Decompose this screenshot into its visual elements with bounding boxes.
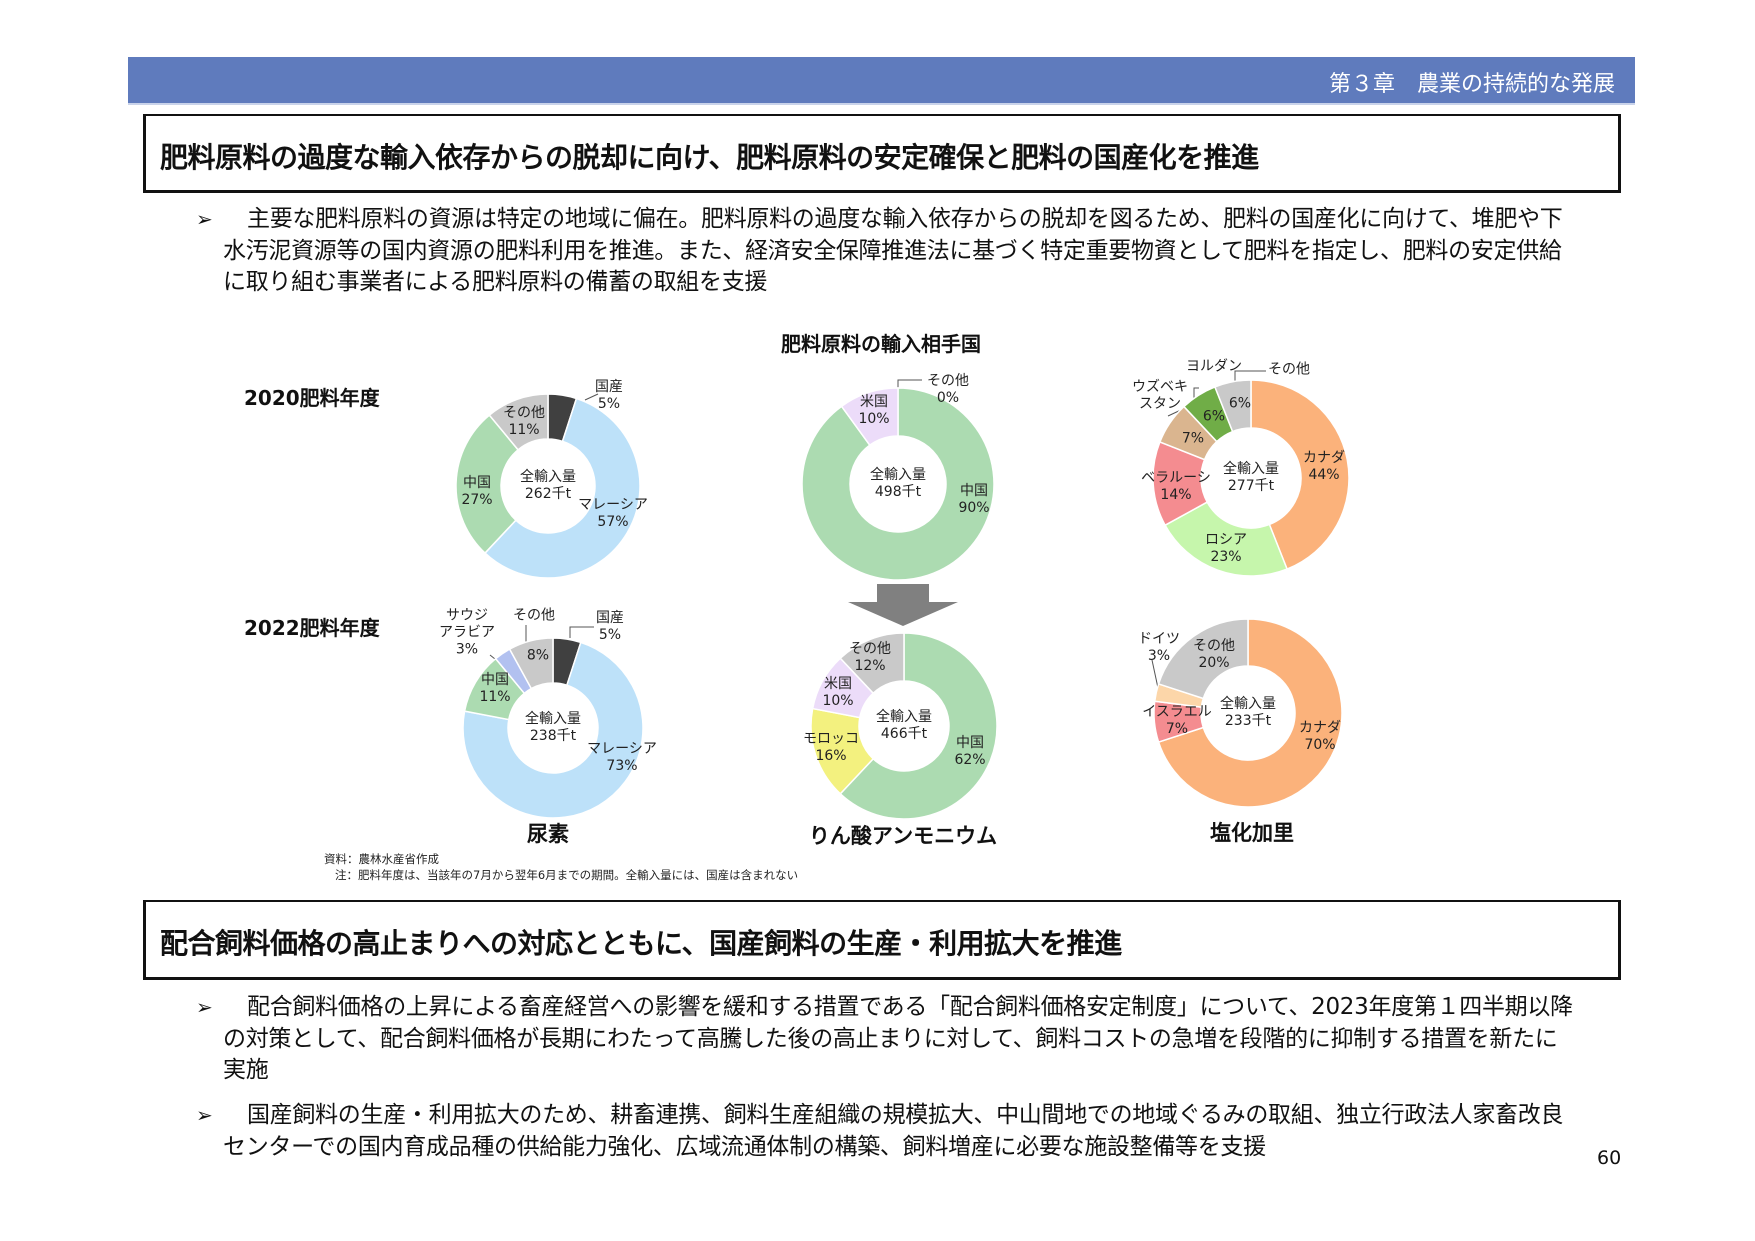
- slice-label: その他 20%: [1193, 638, 1235, 671]
- slice-phosphate-0-0: [801, 387, 995, 581]
- slice-label: ドイツ 3%: [1138, 631, 1180, 664]
- slice-label-name: その他: [1268, 361, 1310, 378]
- donut-center-total: 全輸入量 466千t: [876, 709, 932, 742]
- leader-line: [1234, 370, 1266, 381]
- section-2-bullet-2: ➢ 国産飼料の生産・利用拡大のため、耕畜連携、飼料生産組織の規模拡大、中山間地で…: [196, 1100, 1576, 1163]
- slice-label: カナダ 44%: [1303, 450, 1345, 483]
- year-label-2022: 2022肥料年度: [244, 616, 380, 640]
- slice-label-percent: 7%: [1181, 430, 1205, 447]
- donut-center-total: 全輸入量 277千t: [1223, 461, 1279, 494]
- slice-potash-0-1: [1164, 501, 1289, 577]
- slice-label: その他 12%: [849, 641, 891, 674]
- slice-urea-0-3: [488, 393, 549, 451]
- section-1-title-box: 肥料原料の過度な輸入依存からの脱却に向け、肥料原料の安定確保と肥料の国産化を推進: [143, 114, 1621, 193]
- slice-label: カナダ 70%: [1299, 720, 1341, 753]
- section-2-title: 配合飼料価格の高止まりへの対応とともに、国産飼料の生産・利用拡大を推進: [160, 927, 1122, 960]
- chapter-title: 第３章 農業の持続的な発展: [1328, 72, 1615, 97]
- slice-label-percent: 6%: [1228, 395, 1252, 412]
- section-2-bullet-1: ➢ 配合飼料価格の上昇による畜産経営への影響を緩和する措置である「配合飼料価格安…: [196, 992, 1576, 1087]
- chart-title: 肥料原料の輸入相手国: [781, 332, 981, 356]
- year-label-2020: 2020肥料年度: [244, 386, 380, 410]
- slice-label: イスラエル 7%: [1142, 704, 1212, 737]
- slice-label: 中国 11%: [479, 672, 511, 705]
- bullet-arrow-icon: ➢: [196, 207, 213, 231]
- bullet-text: 国産飼料の生産・利用拡大のため、耕畜連携、飼料生産組織の規模拡大、中山間地での地…: [223, 1102, 1564, 1160]
- page-number: 60: [1597, 1147, 1622, 1169]
- section-1-bullet: ➢ 主要な肥料原料の資源は特定の地域に偏在。肥料原料の過度な輸入依存からの脱却を…: [196, 204, 1576, 299]
- section-1-title: 肥料原料の過度な輸入依存からの脱却に向け、肥料原料の安定確保と肥料の国産化を推進: [160, 141, 1259, 174]
- donut-center-total: 全輸入量 233千t: [1220, 696, 1276, 729]
- slice-label: サウジ アラビア 3%: [439, 607, 495, 658]
- slice-potash-0-0: [1250, 379, 1350, 571]
- slice-label: その他 11%: [503, 405, 545, 438]
- slice-label: 国産 5%: [596, 610, 624, 643]
- slice-label: ロシア 23%: [1205, 532, 1247, 565]
- slice-urea-0-1: [483, 397, 641, 579]
- leader-line: [897, 379, 922, 388]
- slice-label: マレーシア 73%: [587, 741, 657, 774]
- slice-label: その他 0%: [927, 373, 969, 406]
- chapter-header-bar: 第３章 農業の持続的な発展: [128, 57, 1635, 105]
- section-2-title-box: 配合飼料価格の高止まりへの対応とともに、国産飼料の生産・利用拡大を推進: [143, 900, 1621, 980]
- slice-label-name: ウズベキ スタン: [1132, 379, 1188, 412]
- slice-phosphate-1-0: [839, 632, 998, 820]
- period-note: 注：肥料年度は、当該年の7月から翌年6月までの期間。全輸入量には、国産は含まれな…: [335, 868, 799, 882]
- slice-label: 国産 5%: [595, 379, 623, 412]
- slice-label: 中国 62%: [954, 735, 986, 768]
- slice-label: 中国 27%: [461, 475, 493, 508]
- down-arrow-icon: [848, 584, 958, 626]
- slice-urea-1-1: [462, 641, 644, 819]
- slice-label: モロッコ 16%: [803, 731, 859, 764]
- slice-urea-0-2: [455, 414, 520, 555]
- slice-urea-1-4: [508, 637, 554, 690]
- leader-line: [1151, 659, 1159, 689]
- slice-label-percent: 8%: [526, 647, 550, 664]
- slice-label-percent: 6%: [1202, 408, 1226, 425]
- leader-line: [569, 626, 594, 638]
- slice-label: 中国 90%: [958, 483, 990, 516]
- bullet-text: 主要な肥料原料の資源は特定の地域に偏在。肥料原料の過度な輸入依存からの脱却を図る…: [223, 206, 1563, 295]
- slice-potash-0-5: [1213, 379, 1252, 433]
- donut-center-total: 全輸入量 262千t: [520, 469, 576, 502]
- slice-label-name: ヨルダン: [1186, 358, 1242, 375]
- slice-phosphate-0-1: [840, 387, 899, 447]
- slice-potash-1-3: [1157, 618, 1249, 700]
- slice-label: 米国 10%: [822, 676, 854, 709]
- slice-label: 米国 10%: [858, 394, 890, 427]
- bullet-arrow-icon: ➢: [196, 995, 213, 1019]
- slice-label-name: その他: [513, 607, 555, 624]
- bullet-text: 配合飼料価格の上昇による畜産経営への影響を緩和する措置である「配合飼料価格安定制…: [223, 994, 1573, 1083]
- chart-caption-potash: 塩化加里: [1210, 821, 1294, 845]
- slice-potash-1-0: [1157, 618, 1343, 808]
- leader-line: [584, 393, 599, 401]
- slice-phosphate-1-3: [839, 632, 905, 695]
- slice-label: ベラルーシ 14%: [1141, 470, 1211, 503]
- donut-center-total: 全輸入量 238千t: [525, 711, 581, 744]
- chart-caption-phosphate: りん酸アンモニウム: [808, 824, 998, 848]
- slice-label: マレーシア 57%: [578, 497, 648, 530]
- bullet-arrow-icon: ➢: [196, 1103, 213, 1127]
- donut-center-total: 全輸入量 498千t: [870, 467, 926, 500]
- chart-caption-urea: 尿素: [527, 822, 569, 846]
- source-note: 資料：農林水産省作成: [324, 852, 439, 866]
